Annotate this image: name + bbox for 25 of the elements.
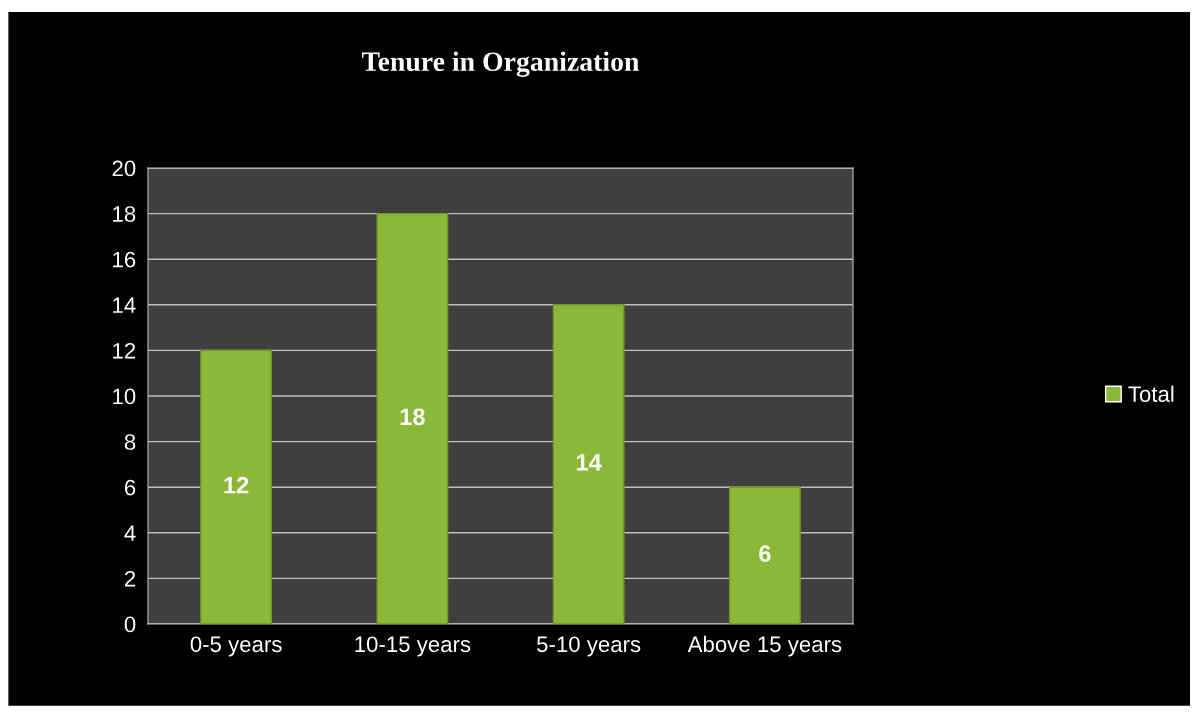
bar — [552, 304, 625, 624]
y-tick-label: 12 — [113, 342, 136, 359]
bar — [728, 486, 801, 624]
y-tick-label: 2 — [124, 570, 136, 587]
x-tick-label: 5-10 years — [537, 636, 641, 657]
x-tick-label: 0-5 years — [190, 636, 282, 657]
y-tick-label: 0 — [124, 616, 136, 633]
y-tick-label: 6 — [124, 479, 136, 496]
x-tick-label: 10-15 years — [355, 636, 471, 657]
y-tick-label: 10 — [113, 388, 136, 405]
data-label: 14 — [576, 454, 602, 471]
y-tick-label: 18 — [113, 206, 136, 222]
data-label: 18 — [400, 408, 425, 426]
chart-title: Tenure in Organization — [362, 51, 640, 77]
bar — [200, 349, 273, 624]
bar — [376, 212, 449, 624]
y-tick-label: 20 — [112, 160, 136, 177]
data-label: 12 — [224, 476, 249, 494]
y-tick-label: 4 — [124, 525, 136, 541]
y-tick-label: 8 — [124, 434, 136, 450]
x-tick-label: Above 15 years — [687, 635, 842, 657]
y-tick-label: 16 — [113, 251, 136, 268]
legend-label: Total — [1128, 385, 1174, 402]
data-label: 6 — [759, 545, 771, 562]
y-tick-label: 14 — [113, 297, 136, 313]
